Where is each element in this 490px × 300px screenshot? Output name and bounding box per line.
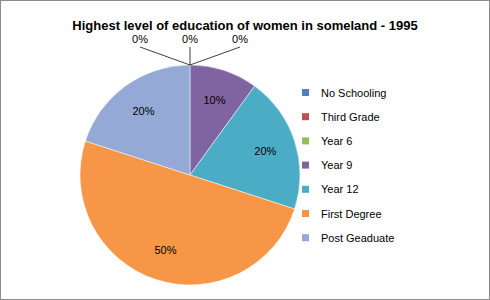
legend-label: Third Grade [321,111,380,123]
slice [85,65,190,175]
data-label: 10% [203,94,225,106]
legend-swatch [302,186,309,193]
data-labels: 0% 0% 0% 10% 20% 50% 20% [132,33,276,256]
frame [1,1,490,300]
data-label: 20% [132,105,154,117]
data-label: 0% [132,33,148,45]
legend-label: Year 9 [321,159,352,171]
leader-line [140,47,190,65]
legend-swatch [302,234,309,241]
legend-swatch [302,89,309,96]
legend: No Schooling Third Grade Year 6 Year 9 Year … [302,87,394,244]
legend-swatch [302,113,309,120]
legend-label: Post Geaduate [321,232,394,244]
chart: Highest level of education of women in s… [0,0,490,300]
legend-swatch [302,210,309,217]
data-label: 0% [232,33,248,45]
legend-label: Year 6 [321,135,352,147]
leader-line [190,47,240,65]
legend-swatch [302,137,309,144]
legend-swatch [302,162,309,169]
slices [80,65,300,285]
legend-label: Year 12 [321,183,359,195]
legend-label: First Degree [321,208,382,220]
legend-label: No Schooling [321,87,386,99]
data-label: 0% [182,33,198,45]
data-label: 50% [155,244,177,256]
title: Highest level of education of women in s… [72,18,417,33]
data-label: 20% [254,145,276,157]
leader-line [190,47,191,65]
